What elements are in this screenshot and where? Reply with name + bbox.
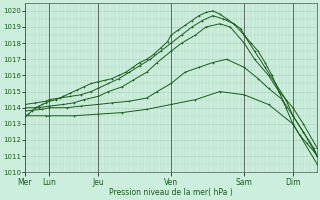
X-axis label: Pression niveau de la mer( hPa ): Pression niveau de la mer( hPa ) — [109, 188, 233, 197]
